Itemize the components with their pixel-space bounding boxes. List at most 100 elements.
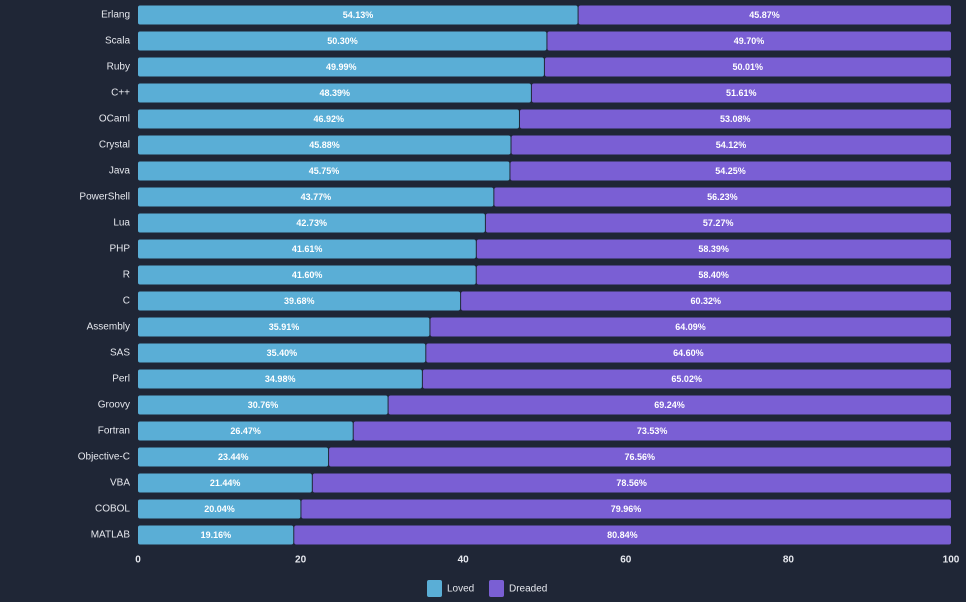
category-label: Objective-C [78,452,130,463]
bar-value-label: 48.39% [319,88,350,98]
bar-loved[interactable] [138,213,485,233]
bar-loved[interactable] [138,187,494,207]
bar-value-label: 49.99% [326,62,357,72]
bar-value-label: 50.01% [732,62,763,72]
bar-dreaded[interactable] [510,161,951,181]
bar-dreaded[interactable] [430,317,951,337]
bar-value-label: 34.98% [265,374,296,384]
category-label: R [123,270,130,281]
bar-value-label: 60.32% [691,296,722,306]
bar-value-label: 43.77% [301,192,332,202]
bar-value-label: 35.91% [269,322,300,332]
category-label: MATLAB [91,530,131,541]
bar-loved[interactable] [138,395,388,415]
bar-value-label: 41.60% [292,270,323,280]
bar-dreaded[interactable] [547,31,951,51]
bar-value-label: 57.27% [703,218,734,228]
bar-loved[interactable] [138,83,531,103]
bar-value-label: 64.60% [673,348,704,358]
bar-loved[interactable] [138,239,476,259]
legend-item-dreaded[interactable]: Dreaded [489,580,547,597]
category-label: PowerShell [79,192,130,203]
bar-loved[interactable] [138,369,422,389]
category-label: Java [109,166,131,177]
bar-value-label: 51.61% [726,88,757,98]
bar-loved[interactable] [138,57,544,77]
bar-value-label: 54.12% [716,140,747,150]
category-label: Scala [105,36,130,47]
category-label: C [123,296,130,307]
bar-value-label: 20.04% [204,504,235,514]
category-label: C++ [111,88,130,99]
bar-dreaded[interactable] [422,369,951,389]
bar-dreaded[interactable] [544,57,951,77]
bar-dreaded[interactable] [388,395,951,415]
bar-dreaded[interactable] [476,239,951,259]
legend-item-loved[interactable]: Loved [427,580,474,597]
x-tick-label: 100 [943,555,960,566]
bar-loved[interactable] [138,525,294,545]
bar-dreaded[interactable] [494,187,951,207]
category-label: Fortran [98,426,130,437]
bar-value-label: 65.02% [671,374,702,384]
category-label: COBOL [95,504,130,515]
bar-value-label: 54.13% [343,10,374,20]
bar-dreaded[interactable] [519,109,951,129]
bar-value-label: 23.44% [218,452,249,462]
bar-value-label: 45.88% [309,140,340,150]
x-axis-ticks-group: 0 20 40 60 80 100 [135,555,960,566]
bar-loved[interactable] [138,317,430,337]
bar-value-label: 58.39% [698,244,729,254]
bar-dreaded[interactable] [426,343,951,363]
bar-value-label: 79.96% [611,504,642,514]
bar-dreaded[interactable] [312,473,951,493]
bar-value-label: 26.47% [230,426,261,436]
bar-dreaded[interactable] [485,213,951,233]
bar-dreaded[interactable] [531,83,951,103]
legend-label: Dreaded [509,584,547,595]
bar-loved[interactable] [138,31,547,51]
legend[interactable]: Loved Dreaded [427,580,547,597]
bar-value-label: 64.09% [675,322,706,332]
bar-value-label: 30.76% [248,400,279,410]
bar-value-label: 58.40% [698,270,729,280]
bar-dreaded[interactable] [476,265,951,285]
bar-dreaded[interactable] [578,5,951,25]
bar-value-label: 42.73% [296,218,327,228]
bar-loved[interactable] [138,421,353,441]
bar-loved[interactable] [138,265,476,285]
bar-value-label: 80.84% [607,530,638,540]
bar-dreaded[interactable] [329,447,951,467]
bar-value-label: 41.61% [292,244,323,254]
category-label: Erlang [101,10,130,21]
category-label: Ruby [107,62,130,73]
bar-dreaded[interactable] [301,499,952,519]
bar-dreaded[interactable] [353,421,951,441]
bars-group: 54.13% 45.87% 50.30% 49.70% 49.99% 50.01% 48.3… [138,5,952,545]
category-label: Assembly [87,322,130,333]
legend-swatch [427,580,442,597]
bar-dreaded[interactable] [461,291,951,311]
bar-value-label: 50.30% [327,36,358,46]
bar-loved[interactable] [138,161,510,181]
bar-dreaded[interactable] [294,525,951,545]
bar-loved[interactable] [138,343,426,363]
bar-loved[interactable] [138,109,519,129]
bar-loved[interactable] [138,473,312,493]
bar-value-label: 45.75% [309,166,340,176]
bar-value-label: 19.16% [201,530,232,540]
category-label: Crystal [99,140,130,151]
bar-value-label: 46.92% [313,114,344,124]
bar-dreaded[interactable] [511,135,951,155]
bar-loved[interactable] [138,499,301,519]
bar-loved[interactable] [138,5,578,25]
x-tick-label: 0 [135,555,141,566]
bar-loved[interactable] [138,291,461,311]
bar-value-label: 39.68% [284,296,315,306]
bar-loved[interactable] [138,135,511,155]
bar-value-label: 21.44% [210,478,241,488]
bar-value-label: 73.53% [637,426,668,436]
category-label: Lua [113,218,130,229]
category-labels-group: Erlang Scala Ruby C++ OCaml Crystal Java PowerS… [78,10,131,541]
bar-loved[interactable] [138,447,329,467]
